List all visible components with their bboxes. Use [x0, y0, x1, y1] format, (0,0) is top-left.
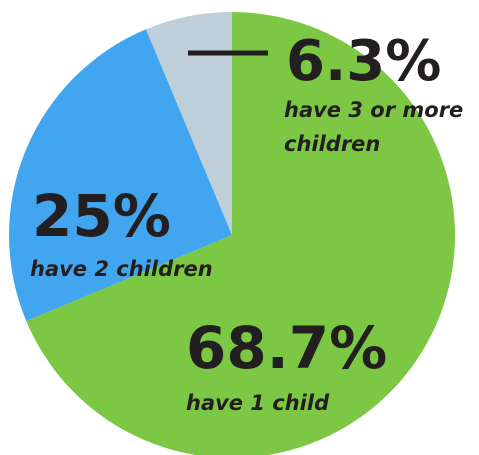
pie-slices	[8, 11, 455, 455]
slice-value-2: 25%	[32, 182, 171, 250]
pie-slice-2	[8, 29, 232, 321]
pie-slice-1	[26, 12, 455, 455]
slice-value-3-plus: 6.3%	[286, 29, 441, 94]
pie-slice-3	[146, 11, 232, 235]
slice-label-1: have 1 child	[186, 391, 330, 415]
slice-label-3-plus-line1: have 3 or more	[284, 98, 463, 122]
slice-value-1: 68.7%	[186, 314, 387, 382]
slice-label-3-plus-line2: children	[284, 132, 380, 156]
slice-label-2: have 2 children	[30, 257, 213, 281]
